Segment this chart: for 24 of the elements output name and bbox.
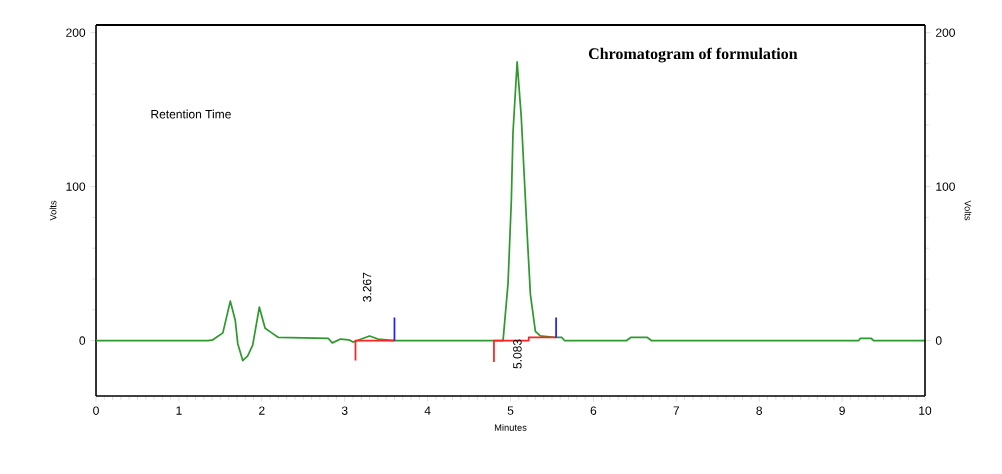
annotation: 5.083 (513, 339, 522, 369)
x-tick-label: 2 (259, 406, 265, 415)
annotation: 3.267 (362, 272, 372, 302)
x-tick-label: 1 (176, 406, 182, 415)
x-tick-label: 4 (424, 406, 431, 415)
x-tick-label: 3 (341, 406, 348, 415)
x-tick-label: 0 (93, 406, 99, 415)
y2-tick-label: 100 (936, 182, 955, 191)
y-tick-label: 100 (66, 182, 86, 191)
x-tick-label: 10 (919, 406, 932, 415)
text: Chromatogram of formulation (588, 47, 798, 63)
y2-tick-label: 200 (936, 28, 955, 37)
x-tick-label: 8 (756, 406, 763, 415)
x-tick-label: 7 (673, 406, 680, 415)
y-tick-label: 200 (66, 28, 86, 37)
x-tick-label: 5 (507, 406, 514, 415)
y-tick-label: 0 (79, 336, 86, 345)
x-tick-label: 6 (590, 406, 597, 415)
x-axis-title: Minutes (494, 424, 527, 431)
annotation: Retention Time (151, 109, 231, 119)
y2-tick-label: 0 (935, 336, 942, 345)
y-axis-title: Volts (49, 200, 57, 221)
x-tick-label: 9 (839, 406, 845, 415)
y2-axis-title: Volts (964, 200, 972, 221)
